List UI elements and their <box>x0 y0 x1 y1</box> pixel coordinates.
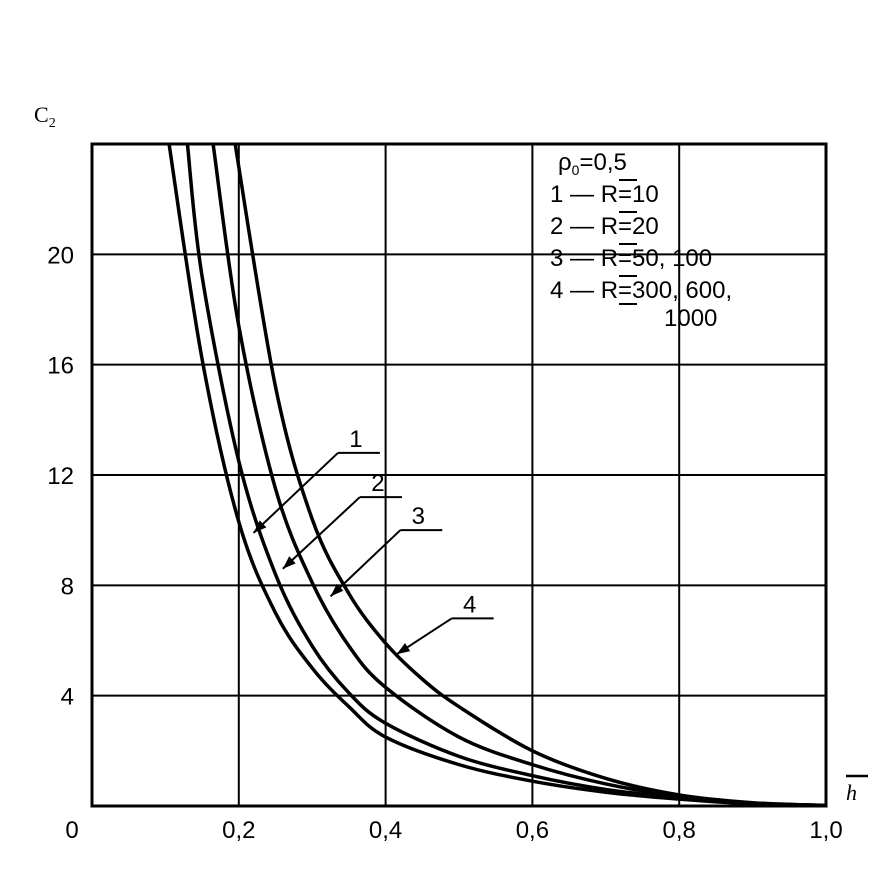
series-lines <box>167 143 827 808</box>
legend-continuation: 1000 <box>664 305 717 332</box>
y-tick-label: 20 <box>47 242 74 269</box>
legend-entry-4: 4 — R=300, 600, <box>550 277 732 304</box>
legend: ρ0=0,5 1 — R=10 2 — R=20 3 — R=50, 100 4 — … <box>550 149 732 332</box>
legend-entry-2: 2 — R=20 <box>550 213 659 240</box>
callouts: 12 3 4 <box>252 426 494 656</box>
x-axis-title: h <box>846 774 868 805</box>
x-tick-label: 0 <box>65 817 78 844</box>
y-axis-title: C2 <box>34 102 56 131</box>
legend-entry-3: 3 — R=50, 100 <box>550 245 712 272</box>
legend-R-symbol: R <box>601 181 618 208</box>
x-tick-labels: 0 0,2 0,4 0,6 0,8 1,0 <box>65 817 842 844</box>
y-tick-label: 8 <box>61 573 74 600</box>
x-tick-label: 1,0 <box>809 817 842 844</box>
x-tick-label: 0,8 <box>663 817 696 844</box>
callout-arrow-1 <box>253 520 267 533</box>
plot-frame <box>90 142 828 808</box>
y-axis-title-main: C <box>34 102 49 127</box>
legend-param-sub: 0 <box>572 162 580 178</box>
x-tick-label: 0,6 <box>516 817 549 844</box>
y-axis-title-sub: 2 <box>49 116 56 131</box>
callout-arrow-3 <box>330 583 344 597</box>
x-axis-title-text: h <box>846 780 857 805</box>
legend-R-symbol: R <box>601 245 618 272</box>
legend-param-value: =0,5 <box>579 149 626 176</box>
series-line-4 <box>233 143 827 808</box>
callout-label-3: 3 <box>412 503 425 530</box>
y-tick-label: 16 <box>47 353 74 380</box>
grid-lines <box>92 144 826 806</box>
callout-label-1: 1 <box>349 426 362 453</box>
callout-label-4: 4 <box>463 591 476 618</box>
y-tick-label: 4 <box>61 684 74 711</box>
y-tick-labels: 4 8 12 16 20 <box>47 242 74 710</box>
y-tick-label: 12 <box>47 463 74 490</box>
x-tick-label: 0,2 <box>222 817 255 844</box>
callout-leader-2 <box>282 496 361 570</box>
legend-R-symbol: R <box>601 213 618 240</box>
legend-param: ρ0=0,5 <box>558 149 627 178</box>
callout-leader-1 <box>252 452 339 534</box>
legend-param-symbol: ρ <box>558 149 572 176</box>
callout-label-2: 2 <box>371 470 384 497</box>
callout-leader-3 <box>329 529 401 598</box>
callout-arrow-4 <box>396 643 411 655</box>
legend-R-symbol: R <box>601 277 618 304</box>
legend-entry-1: 1 — R=10 <box>550 181 659 208</box>
callout-arrow-2 <box>282 556 296 569</box>
x-tick-label: 0,4 <box>369 817 402 844</box>
